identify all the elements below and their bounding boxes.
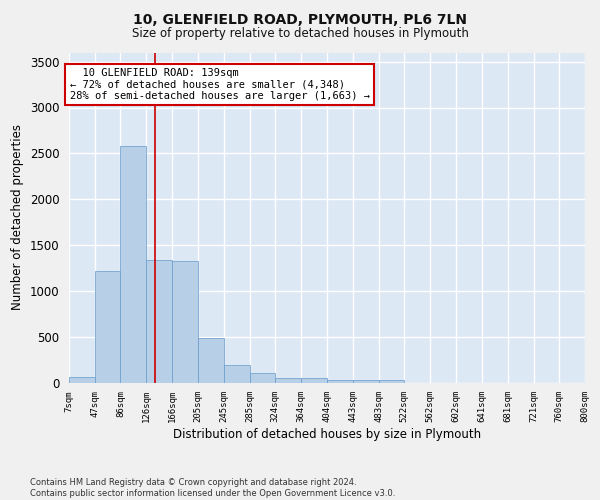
Bar — [172, 260, 198, 382]
Bar — [198, 338, 224, 382]
Bar — [301, 378, 328, 382]
Bar — [353, 380, 379, 382]
Bar — [224, 365, 250, 382]
Bar — [379, 380, 404, 382]
X-axis label: Distribution of detached houses by size in Plymouth: Distribution of detached houses by size … — [173, 428, 481, 441]
Bar — [146, 260, 172, 382]
Bar — [69, 378, 95, 382]
Y-axis label: Number of detached properties: Number of detached properties — [11, 124, 24, 310]
Bar — [121, 146, 146, 382]
Bar — [250, 373, 275, 382]
Text: 10, GLENFIELD ROAD, PLYMOUTH, PL6 7LN: 10, GLENFIELD ROAD, PLYMOUTH, PL6 7LN — [133, 12, 467, 26]
Text: 10 GLENFIELD ROAD: 139sqm  
← 72% of detached houses are smaller (4,348)
28% of : 10 GLENFIELD ROAD: 139sqm ← 72% of detac… — [70, 68, 370, 102]
Bar — [95, 270, 121, 382]
Text: Contains HM Land Registry data © Crown copyright and database right 2024.
Contai: Contains HM Land Registry data © Crown c… — [30, 478, 395, 498]
Bar — [328, 380, 353, 382]
Bar — [275, 378, 301, 382]
Text: Size of property relative to detached houses in Plymouth: Size of property relative to detached ho… — [131, 28, 469, 40]
